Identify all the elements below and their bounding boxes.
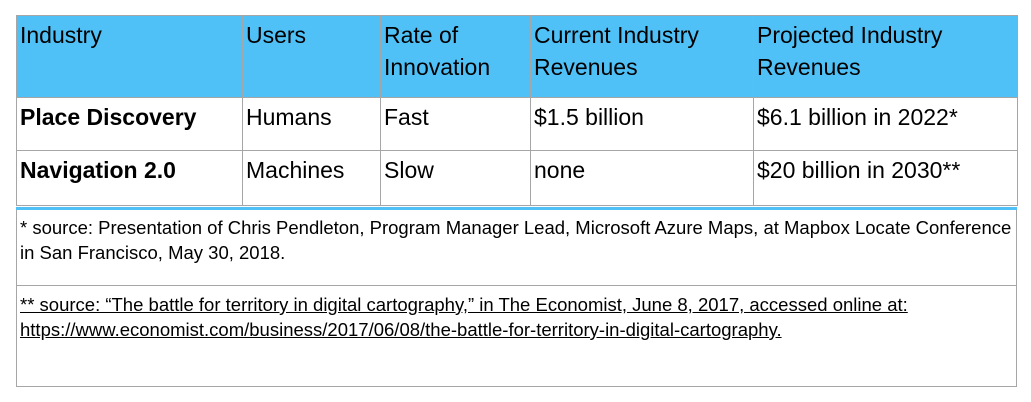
table-row: Navigation 2.0 Machines Slow none $20 bi… (16, 150, 1018, 206)
cell-current-revenues: $1.5 billion (530, 97, 754, 151)
cell-industry: Place Discovery (16, 97, 243, 151)
table-row: Place Discovery Humans Fast $1.5 billion… (16, 97, 1018, 151)
cell-projected-revenues: $6.1 billion in 2022* (753, 97, 1018, 151)
cell-rate: Fast (380, 97, 531, 151)
footnotes-table: * source: Presentation of Chris Pendleto… (16, 207, 1017, 387)
cell-industry: Navigation 2.0 (16, 150, 243, 206)
header-users: Users (242, 15, 381, 98)
header-current-revenues: Current Industry Revenues (530, 15, 754, 98)
cell-users: Humans (242, 97, 381, 151)
header-rate-of-innovation: Rate of Innovation (380, 15, 531, 98)
industry-comparison-table: Industry Users Rate of Innovation Curren… (16, 15, 1018, 206)
cell-users: Machines (242, 150, 381, 206)
footnote-row: ** source: “The battle for territory in … (16, 285, 1017, 387)
footnote-1: * source: Presentation of Chris Pendleto… (16, 207, 1017, 286)
footnote-row: * source: Presentation of Chris Pendleto… (16, 207, 1017, 286)
cell-current-revenues: none (530, 150, 754, 206)
header-projected-revenues: Projected Industry Revenues (753, 15, 1018, 98)
table-header-row: Industry Users Rate of Innovation Curren… (16, 15, 1018, 98)
cell-projected-revenues: $20 billion in 2030** (753, 150, 1018, 206)
header-industry: Industry (16, 15, 243, 98)
cell-rate: Slow (380, 150, 531, 206)
footnote-2-link[interactable]: ** source: “The battle for territory in … (16, 285, 1017, 387)
